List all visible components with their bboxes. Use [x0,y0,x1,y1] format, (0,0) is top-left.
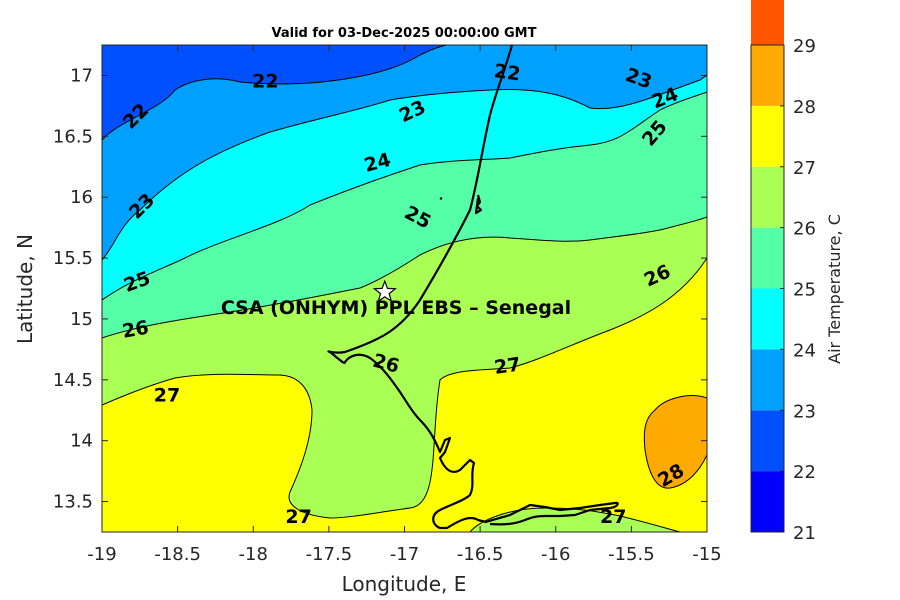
y-tick-label: 13.5 [53,492,93,513]
x-tick-label: -16 [541,544,570,565]
colorbar-tick-label: 25 [793,280,816,301]
colorbar-segment [751,105,784,167]
coastline [327,45,619,530]
band-27-28 [643,395,707,489]
x-tick-label: -19 [87,544,116,565]
x-tick-label: -16.5 [457,544,504,565]
x-tick-label: -18 [239,544,268,565]
contour-label: 27 [600,506,626,528]
y-axis-title: Latitude, N [13,234,37,344]
contour-field [102,45,707,532]
site-marker [372,279,397,303]
contour-label: 22 [252,70,278,92]
x-tick-label: -17.5 [306,544,353,565]
y-tick-label: 17 [70,65,93,86]
x-tick-label: -17 [390,544,419,565]
x-axis: -19 -18.5 -18 -17.5 -17 -16.5 -16 -15.5 -15 [87,45,722,565]
colorbar-tick-label: 22 [793,462,816,483]
star-icon [372,279,397,303]
colorbar-tick-label: 29 [793,36,816,57]
colorbar-segment [751,166,784,228]
islet-path [474,194,483,215]
contour-label: 27 [285,506,311,528]
colorbar-title: Air Temperature, C [825,214,844,364]
x-tick-label: -15.5 [608,544,655,565]
x-tick-label: -15 [692,544,721,565]
contour-label: 22 [493,60,522,85]
y-tick-label: 15.5 [53,248,93,269]
band-26-27 [102,257,707,532]
contour-label: 27 [154,384,180,406]
colorbar-tick-label: 28 [793,97,816,118]
x-tick-label: -18.5 [154,544,201,565]
x-axis-title: Longitude, E [342,572,467,596]
y-tick-label: 16 [70,187,93,208]
band-26-27-south [469,507,681,532]
colorbar-segment [751,45,784,106]
y-tick-label: 16.5 [53,126,93,147]
colorbar-segment [751,227,784,289]
colorbar-segment [751,288,784,350]
y-tick-label: 14.5 [53,370,93,391]
colorbar-tick-label: 27 [793,158,816,179]
coastline-path [327,45,619,530]
colorbar-tick-label: 26 [793,219,816,240]
contour-label: 27 [493,353,522,378]
y-axis: 13.5 14 14.5 15 15.5 16 16.5 17 [53,65,707,513]
colorbar-segment [751,0,784,45]
colorbar-tick-label: 21 [793,523,816,544]
islet-path [439,197,443,200]
colorbar-segment [751,471,784,532]
colorbar: 21 22 23 24 25 26 27 28 29 [750,0,816,544]
colorbar-segment [751,410,784,472]
colorbar-segment [751,349,784,411]
colorbar-tick-label: 23 [793,401,816,422]
contour-label: 26 [121,317,151,343]
colorbar-tick-label: 24 [793,340,816,361]
y-tick-label: 14 [70,431,93,452]
site-label: CSA (ONHYM) PPL EBS – Senegal [221,297,571,319]
plot-title: Valid for 03-Dec-2025 00:00:00 GMT [272,26,537,41]
y-tick-label: 15 [70,309,93,330]
